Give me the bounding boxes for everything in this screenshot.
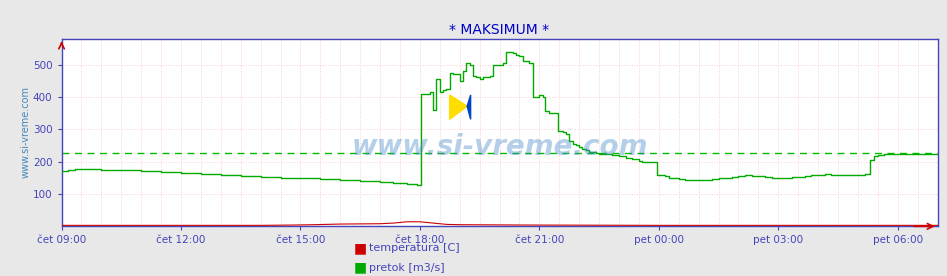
Polygon shape	[467, 95, 471, 119]
Text: www.si-vreme.com: www.si-vreme.com	[351, 134, 648, 161]
Text: pretok [m3/s]: pretok [m3/s]	[369, 263, 445, 273]
Text: temperatura [C]: temperatura [C]	[369, 243, 460, 253]
Text: ■: ■	[353, 242, 366, 255]
Polygon shape	[450, 95, 467, 119]
Title: * MAKSIMUM *: * MAKSIMUM *	[450, 23, 549, 38]
Y-axis label: www.si-vreme.com: www.si-vreme.com	[20, 86, 30, 179]
Text: ■: ■	[353, 261, 366, 275]
